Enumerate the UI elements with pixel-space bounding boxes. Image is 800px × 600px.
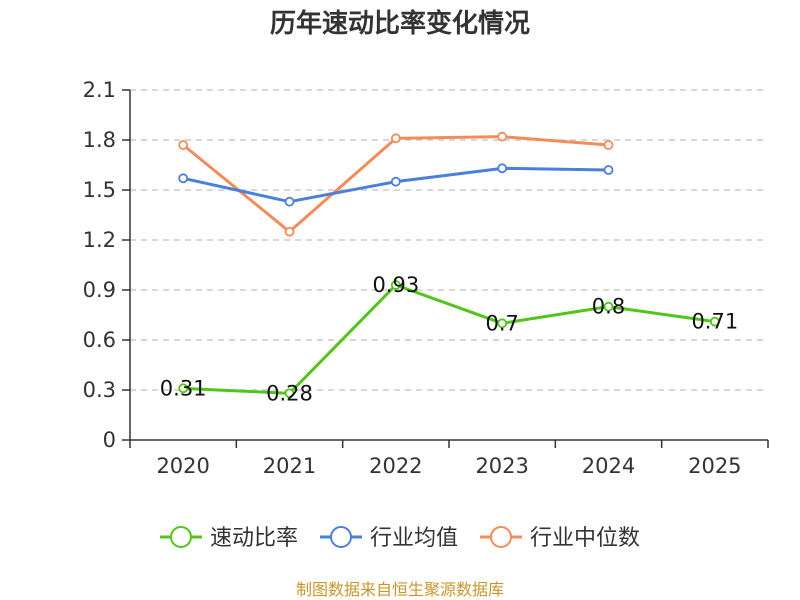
data-point[interactable] (603, 140, 614, 150)
source-note: 制图数据来自恒生聚源数据库 (296, 580, 504, 599)
legend-label: 行业均值 (370, 526, 458, 551)
series-行业中位数 (178, 131, 614, 237)
x-tick-label: 2022 (369, 454, 422, 478)
y-tick-label: 0.3 (83, 378, 116, 402)
y-tick-label: 1.8 (83, 128, 116, 152)
legend-item[interactable]: 行业中位数 (480, 526, 640, 551)
x-tick-label: 2024 (582, 454, 635, 478)
data-point[interactable] (497, 163, 508, 174)
data-point[interactable] (178, 173, 189, 184)
x-tick-label: 2021 (263, 454, 316, 478)
data-point[interactable] (497, 131, 508, 142)
data-label: 0.28 (266, 381, 313, 405)
legend-item[interactable]: 行业均值 (320, 526, 458, 551)
data-point[interactable] (709, 316, 720, 327)
grid (130, 89, 768, 391)
data-point[interactable] (178, 383, 189, 394)
data-label: 0.7 (485, 311, 518, 335)
data-point[interactable] (497, 318, 508, 329)
data-point[interactable] (390, 280, 401, 290)
axes: 0 0.3 0.6 0.9 1.2 1.5 1.8 2.1 2020 2021 2022 2023 20… (83, 78, 769, 478)
legend[interactable]: 速动比率 行业均值 行业中位数 (160, 526, 640, 551)
data-point[interactable] (284, 196, 295, 207)
legend-label: 速动比率 (210, 526, 298, 551)
data-labels: 0.31 0.28 0.93 0.7 0.8 0.71 (160, 273, 738, 405)
data-label: 0.31 (160, 376, 207, 400)
series-行业均值 (178, 163, 614, 207)
chart-title: 历年速动比率变化情况 (270, 8, 530, 39)
series-group (178, 131, 720, 399)
data-point[interactable] (284, 388, 295, 399)
data-point[interactable] (390, 176, 401, 187)
data-point[interactable] (178, 140, 189, 150)
series-line (183, 283, 716, 395)
data-point[interactable] (603, 165, 614, 175)
data-label: 0.93 (372, 273, 419, 297)
legend-item[interactable]: 速动比率 (160, 526, 298, 551)
data-label: 0.71 (691, 310, 738, 334)
data-point[interactable] (603, 301, 614, 312)
legend-marker (490, 526, 512, 548)
series-速动比率 (178, 280, 720, 399)
y-tick-label: 1.5 (83, 178, 116, 202)
y-tick-label: 0.6 (83, 328, 116, 352)
x-tick-label: 2020 (156, 454, 209, 478)
y-tick-label: 2.1 (83, 78, 116, 102)
legend-marker (330, 526, 352, 548)
y-tick-label: 0.9 (83, 278, 116, 302)
data-point[interactable] (284, 226, 295, 237)
y-tick-label: 1.2 (83, 228, 116, 252)
x-tick-label: 2023 (475, 454, 528, 478)
data-point[interactable] (390, 133, 401, 144)
y-tick-label: 0 (103, 428, 116, 452)
legend-label: 行业中位数 (530, 526, 640, 551)
legend-marker (170, 526, 192, 548)
data-label: 0.8 (592, 295, 625, 319)
x-tick-label: 2025 (688, 454, 741, 478)
